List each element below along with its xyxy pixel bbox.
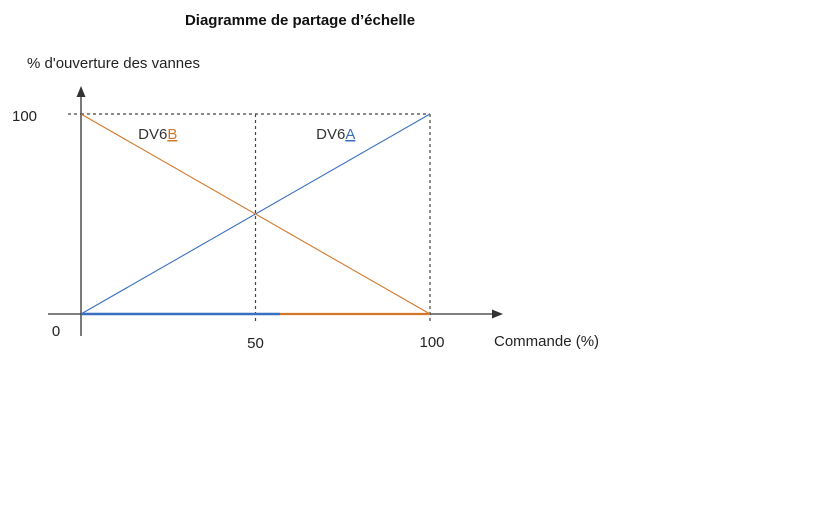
y-tick-label-100: 100 [12,108,37,125]
series-dv6-b-label-letter: B [167,126,177,143]
axes [48,86,503,336]
grid-lines [68,113,431,324]
series-dv6-a-label: DV6A [316,126,355,143]
series-dv6-b-line [80,113,431,315]
chart-title: Diagramme de partage d’échelle [185,12,415,29]
series-dv6-b-label-prefix: DV6 [138,126,167,143]
series-dv6-b-label: DV6B [138,126,177,143]
x-tick-label-50: 50 [247,335,264,352]
x-axis-title: Commande (%) [494,333,599,350]
x-tick-label-0: 0 [52,323,60,340]
series-dv6-a-label-prefix: DV6 [316,126,345,143]
tick-labels: 0 50 100 100 [12,108,445,352]
y-axis-title: % d'ouverture des vannes [27,55,200,72]
x-axis-arrow [492,309,503,319]
y-axis-arrow [76,86,86,97]
x-tick-label-100: 100 [419,334,444,351]
series-lines [80,113,431,316]
series-dv6-a-label-letter: A [345,126,355,143]
